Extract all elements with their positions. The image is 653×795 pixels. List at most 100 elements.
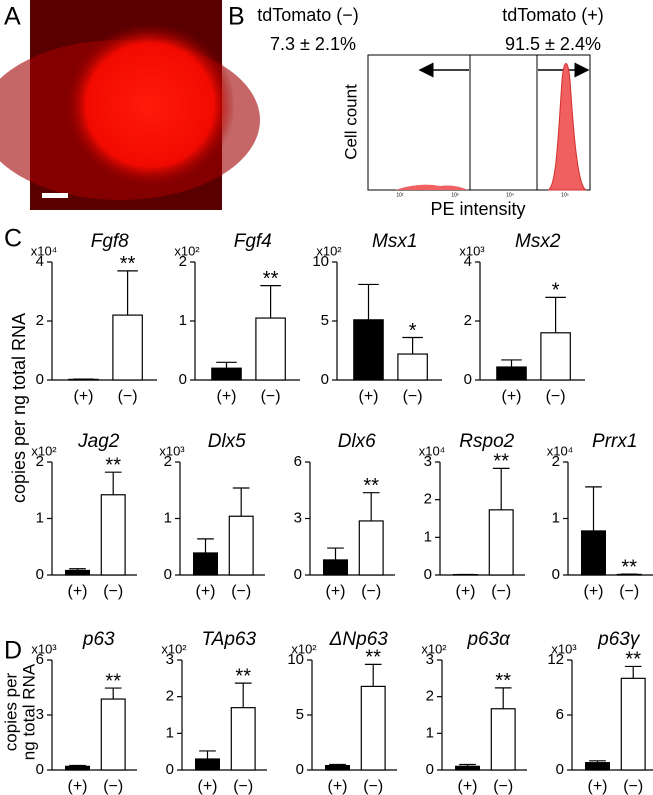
y-tick-label: 2 [464, 312, 472, 329]
bar [100, 494, 126, 576]
bar [230, 707, 256, 771]
y-tick-label: 2 [164, 453, 172, 470]
bar [488, 509, 514, 576]
y-tick-label: 5 [296, 706, 304, 723]
chart-title: Msx2 [515, 231, 561, 252]
y-tick-label: 0 [321, 371, 329, 388]
x-tick-label: (−) [546, 388, 566, 405]
chart-title: Prrx1 [592, 431, 637, 452]
panel-label: B [228, 3, 245, 31]
scale-bar [42, 193, 68, 198]
x-tick-label: (+) [74, 388, 94, 405]
panel-label: C [4, 225, 22, 253]
x-tick-label: (+) [68, 778, 88, 795]
y-tick-label: 3 [166, 651, 174, 668]
y-tick-label: 2 [36, 453, 44, 470]
panel-label: D [4, 637, 22, 665]
x-tick-label: (−) [623, 778, 643, 795]
y-tick-label: 0 [424, 566, 432, 583]
y-tick-label: 10 [312, 253, 329, 270]
y-tick-label: 0 [556, 761, 564, 778]
significance: ** [493, 451, 509, 473]
y-tick-label: 3 [426, 651, 434, 668]
flow-ylabel: Cell count [341, 84, 360, 160]
x-tick-label: (+) [217, 388, 237, 405]
bar [112, 314, 143, 381]
x-tick-label: (−) [403, 388, 423, 405]
y-tick-label: 10 [287, 651, 304, 668]
y-tick-label: 0 [464, 371, 472, 388]
y-tick-label: 1 [36, 509, 44, 526]
chart-title: Jag2 [77, 431, 120, 452]
x-tick-label: (+) [198, 778, 218, 795]
y-tick-label: 12 [547, 651, 564, 668]
scale-label: x10² [291, 641, 317, 656]
scale-label: x10² [316, 243, 342, 258]
bar [255, 317, 286, 381]
chart-title: Dlx6 [338, 431, 376, 452]
bar [325, 764, 351, 771]
y-tick-label: 0 [296, 761, 304, 778]
scale-label: x10⁴ [547, 443, 574, 458]
histogram-neg [395, 184, 468, 190]
histogram-pos [547, 63, 587, 191]
y-tick-label: 2 [36, 312, 44, 329]
bar [580, 530, 606, 576]
bar [540, 332, 571, 381]
y-tick-label: 3 [424, 453, 432, 470]
significance: ** [621, 556, 637, 578]
y-tick-label: 0 [552, 566, 560, 583]
y-tick-label: 0 [294, 566, 302, 583]
chart-title: p63 [82, 629, 115, 650]
bar [353, 319, 384, 381]
scale-label: x10² [31, 443, 57, 458]
gate-label: tdTomato (−) [257, 5, 359, 25]
y-axis-label: copies per ng total RNA [9, 313, 29, 503]
bar [358, 520, 384, 576]
significance: * [552, 280, 560, 302]
y-tick-label: 0 [36, 371, 44, 388]
chart-title: ΔNp63 [329, 629, 389, 650]
significance: ** [263, 268, 279, 290]
flow-tick-label: 10⁵ [561, 192, 569, 198]
x-tick-label: (−) [619, 583, 639, 600]
chart-title: Fgf4 [234, 231, 272, 252]
x-tick-label: (−) [363, 778, 383, 795]
y-tick-label: 3 [294, 509, 302, 526]
chart-title: p63γ [597, 629, 641, 650]
x-tick-label: (+) [456, 583, 476, 600]
y-tick-label: 0 [36, 761, 44, 778]
bar [64, 765, 90, 771]
bar [228, 515, 254, 576]
scale-label: x10² [174, 243, 200, 258]
flow-tick-label: 10⁴ [506, 192, 514, 198]
y-tick-label: 6 [556, 706, 564, 723]
flow-xlabel: PE intensity [430, 199, 525, 219]
flow-frame [367, 54, 591, 191]
bar [360, 685, 386, 771]
bar [584, 762, 610, 771]
y-tick-label: 1 [179, 312, 187, 329]
y-tick-label: 0 [164, 566, 172, 583]
x-tick-label: (−) [103, 583, 123, 600]
y-tick-label: 0 [166, 761, 174, 778]
panel-label: A [4, 3, 21, 31]
significance: ** [363, 475, 379, 497]
x-tick-label: (−) [261, 388, 281, 405]
bar [496, 366, 527, 381]
scale-label: x10⁴ [31, 243, 58, 258]
bar [68, 378, 99, 381]
x-tick-label: (+) [328, 778, 348, 795]
y-tick-label: 0 [426, 761, 434, 778]
bar [193, 552, 219, 576]
x-tick-label: (+) [588, 778, 608, 795]
chart-title: TAp63 [201, 629, 256, 650]
x-tick-label: (+) [359, 388, 379, 405]
significance: ** [365, 647, 381, 669]
photo-organoid [65, 23, 235, 187]
significance: ** [495, 670, 511, 692]
y-tick-label: 2 [426, 688, 434, 705]
significance: ** [235, 665, 251, 687]
significance: ** [105, 670, 121, 692]
